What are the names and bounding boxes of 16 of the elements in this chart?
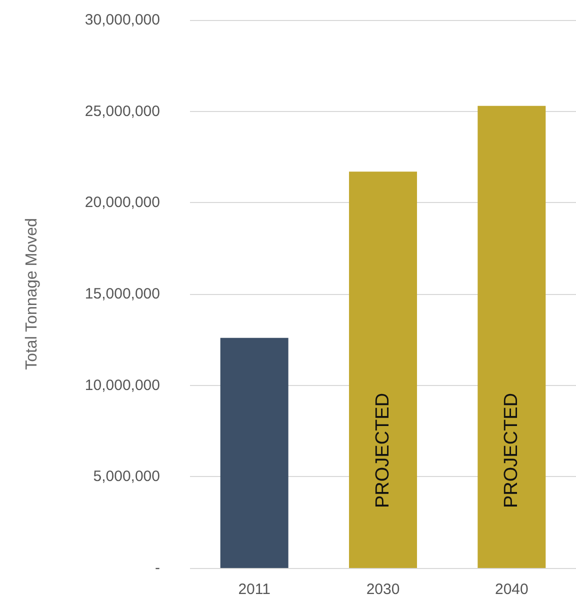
y-axis-title: Total Tonnage Moved (24, 218, 40, 370)
x-tick-label: 2040 (494, 581, 528, 598)
y-tick-label: 15,000,000 (84, 286, 160, 302)
y-tick-label: 10,000,000 (84, 376, 160, 394)
y-tick-label: 25,000,000 (84, 102, 160, 120)
x-tick-label: 2030 (366, 581, 400, 598)
bar (478, 106, 546, 568)
y-tick-label: - (155, 560, 160, 576)
bar (220, 338, 288, 568)
y-tick-label: 5,000,000 (93, 468, 160, 486)
y-tick-label: 20,000,000 (84, 194, 160, 212)
y-tick-label: 30,000,000 (84, 12, 160, 28)
x-tick-label: 2011 (238, 581, 270, 598)
bar (349, 172, 417, 568)
annotation: PROJECTED (501, 392, 522, 508)
annotation: PROJECTED (372, 392, 394, 508)
